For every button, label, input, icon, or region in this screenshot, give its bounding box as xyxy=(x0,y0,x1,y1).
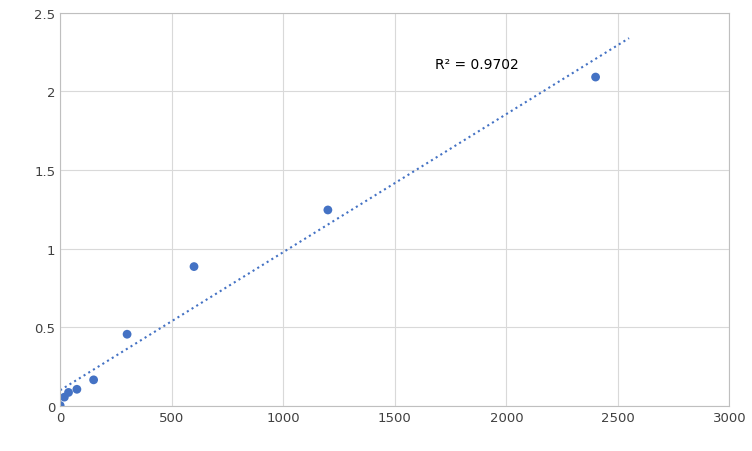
Point xyxy=(59,394,71,401)
Point xyxy=(62,389,74,396)
Point xyxy=(71,386,83,393)
Point xyxy=(590,74,602,82)
Point xyxy=(54,402,66,409)
Text: R² = 0.9702: R² = 0.9702 xyxy=(435,58,519,72)
Point xyxy=(188,263,200,271)
Point xyxy=(87,377,99,384)
Point xyxy=(121,331,133,338)
Point xyxy=(322,207,334,214)
